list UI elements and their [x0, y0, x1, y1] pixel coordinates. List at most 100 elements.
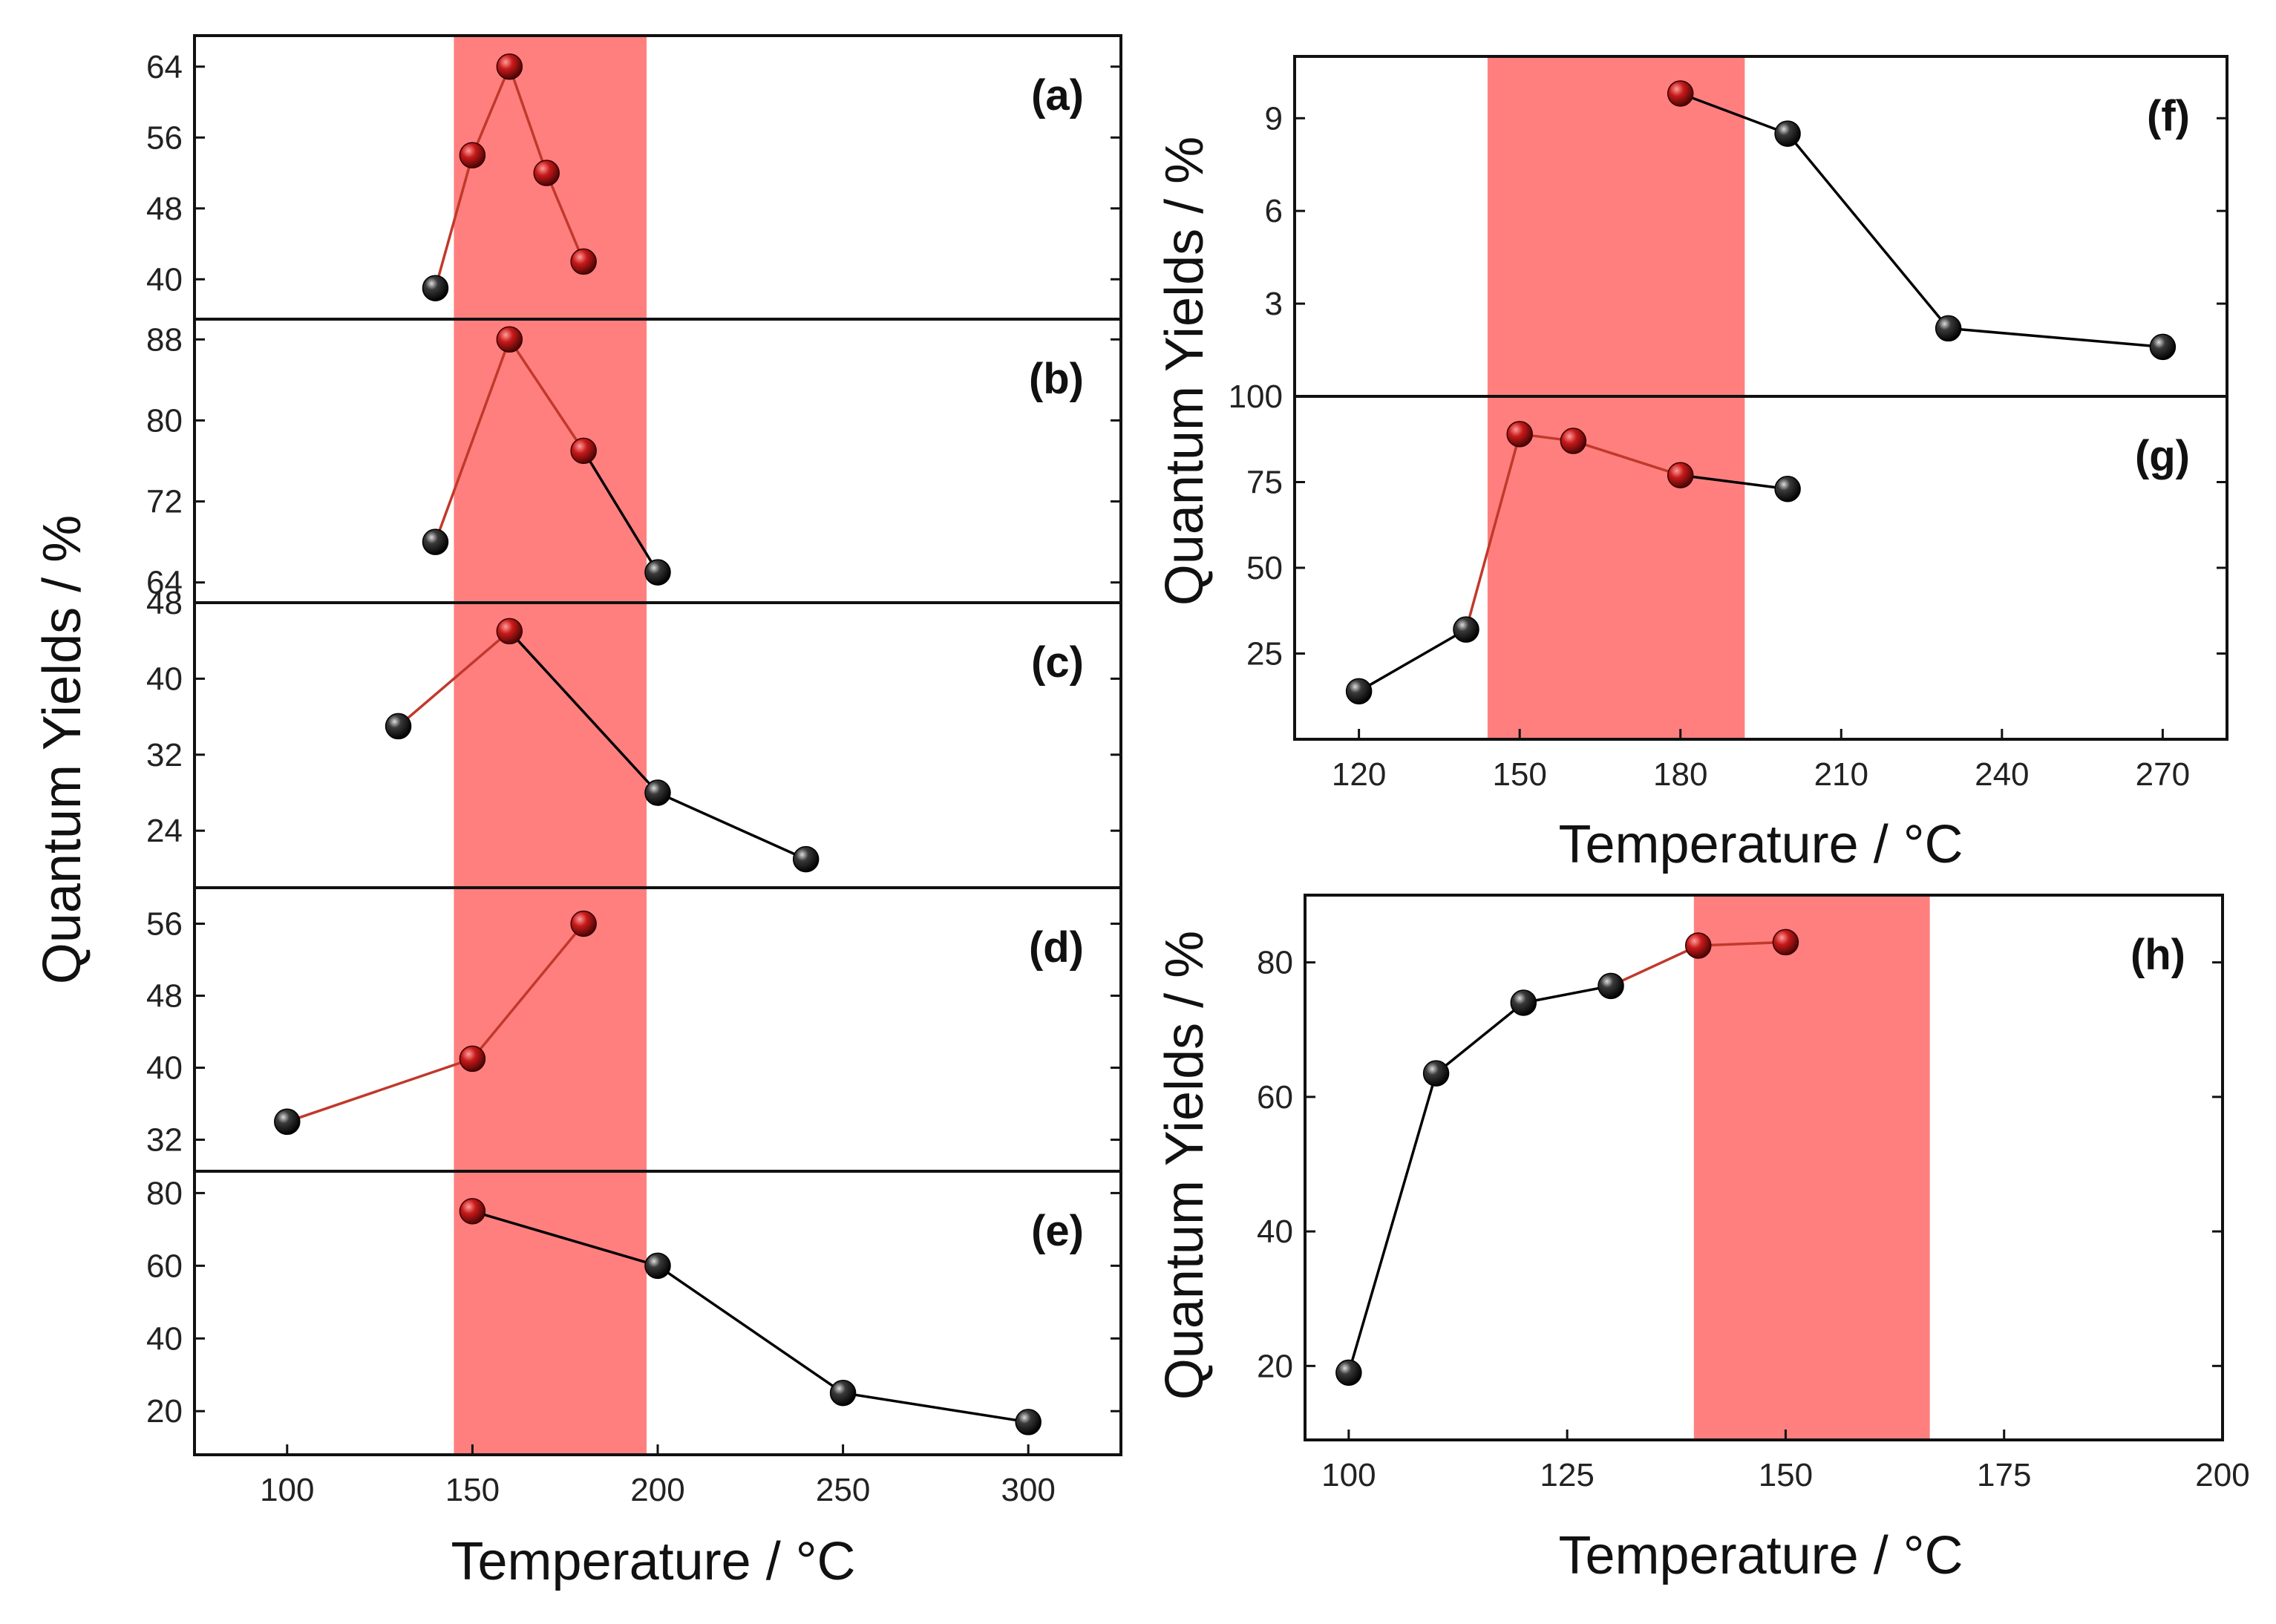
y-tick-label-c: 24	[146, 813, 183, 849]
data-point-g	[1506, 421, 1533, 448]
right-bottom-y-axis-title: Quantum Yields / %	[1155, 931, 1214, 1400]
x-tick-label-g: 240	[1975, 756, 2029, 793]
y-tick-label-b: 88	[146, 321, 183, 358]
data-point-c	[385, 713, 412, 740]
data-point-c	[496, 618, 523, 645]
panel-d: 32 40 48 56 (d)	[146, 886, 1122, 1173]
y-tick-label-e: 60	[146, 1248, 183, 1284]
highlight-band-h	[1693, 895, 1930, 1440]
series-segment-f	[1786, 132, 1949, 330]
x-tick-label-e: 250	[816, 1472, 870, 1508]
panel-b: 64 72 80 88 (b)	[146, 318, 1122, 604]
data-point-h	[1598, 972, 1624, 1000]
data-point-d	[274, 1108, 301, 1136]
highlight-band-e	[454, 1171, 647, 1455]
data-point-h	[1510, 989, 1537, 1016]
x-tick-label-h: 175	[1977, 1457, 2031, 1493]
panel-label-a: (a)	[1031, 71, 1084, 119]
panel-f: 3 6 9 (f)	[1265, 55, 2228, 398]
series-segment-b	[508, 338, 585, 452]
y-tick-label-b: 72	[146, 484, 183, 520]
x-tick-label-g: 180	[1653, 756, 1707, 793]
data-point-b	[422, 528, 449, 555]
data-point-h	[1684, 932, 1712, 959]
highlight-band-c	[454, 603, 647, 888]
series-segment-b	[582, 450, 659, 573]
series-segment-b	[434, 338, 511, 543]
panel-h: 20 40 60 80 100 125 150 175 200 (h)	[1257, 894, 2250, 1493]
series-segment-e	[471, 1210, 658, 1268]
series-segment-g	[1358, 628, 1467, 693]
panel-label-h: (h)	[2131, 931, 2185, 979]
data-point-g	[1453, 616, 1479, 643]
data-point-h	[1422, 1060, 1450, 1087]
y-tick-label-a: 56	[146, 119, 183, 156]
panel-label-b: (b)	[1029, 355, 1084, 403]
data-point-d	[459, 1045, 486, 1073]
data-point-c	[792, 845, 820, 873]
series-segment-h	[1435, 1001, 1525, 1075]
y-tick-label-a: 40	[146, 261, 183, 298]
panel-label-e: (e)	[1031, 1207, 1084, 1255]
y-tick-label-d: 40	[146, 1050, 183, 1087]
y-tick-label-d: 56	[146, 906, 183, 943]
highlight-band-f	[1487, 56, 1745, 396]
series-segment-d	[471, 923, 585, 1060]
series-segment-h	[1347, 1073, 1438, 1373]
series-segment-c	[508, 630, 659, 794]
series-segment-a	[434, 154, 474, 289]
plot-frame-g	[1293, 395, 2228, 741]
y-tick-label-h: 20	[1257, 1348, 1293, 1384]
y-tick-label-a: 48	[146, 191, 183, 227]
data-point-a	[533, 160, 560, 186]
data-point-a	[459, 142, 486, 168]
data-point-h	[1772, 929, 1799, 956]
y-tick-label-d: 32	[146, 1122, 183, 1159]
x-tick-label-h: 125	[1540, 1457, 1594, 1493]
series-segment-a	[545, 172, 585, 263]
panel-e: 20 40 60 80 100 150 200 250 300 (e)	[146, 1170, 1122, 1508]
y-tick-label-c: 48	[146, 585, 183, 621]
series-segment-g	[1572, 439, 1681, 477]
series-segment-f	[1948, 327, 2163, 349]
x-tick-label-e: 300	[1001, 1472, 1055, 1508]
right-top-y-axis-title: Quantum Yields / %	[1155, 137, 1214, 606]
panel-c: 24 32 40 48 (c)	[146, 585, 1122, 889]
data-point-g	[1774, 475, 1801, 502]
y-tick-label-h: 40	[1257, 1214, 1293, 1250]
panel-a: 40 48 56 64 (a)	[146, 34, 1122, 321]
series-segment-e	[843, 1392, 1029, 1424]
series-segment-a	[508, 66, 548, 174]
x-tick-label-e: 100	[260, 1472, 314, 1508]
plot-frame-a	[193, 34, 1122, 321]
data-point-c	[644, 779, 671, 806]
data-point-g	[1667, 462, 1694, 489]
series-segment-h	[1523, 984, 1612, 1004]
y-tick-label-b: 64	[146, 565, 183, 601]
axis-titles: Quantum Yields / % Temperature / °C Quan…	[33, 137, 1963, 1591]
y-tick-label-e: 20	[146, 1393, 183, 1430]
series-segment-a	[471, 66, 511, 156]
y-tick-label-g: 75	[1246, 465, 1283, 501]
data-point-e	[644, 1252, 671, 1280]
y-tick-label-g: 100	[1229, 379, 1283, 415]
data-point-e	[1015, 1409, 1041, 1435]
y-tick-label-h: 60	[1257, 1079, 1293, 1116]
highlight-band-b	[454, 319, 647, 603]
y-tick-label-d: 48	[146, 978, 183, 1015]
y-tick-label-f: 6	[1265, 193, 1283, 229]
y-tick-label-b: 80	[146, 402, 183, 439]
plot-frame-d	[193, 886, 1122, 1173]
data-point-e	[459, 1198, 486, 1225]
data-point-g	[1560, 428, 1587, 454]
series-segment-f	[1680, 92, 1788, 135]
series-segment-g	[1465, 433, 1521, 630]
x-tick-label-e: 150	[445, 1472, 500, 1508]
series-segment-g	[1680, 474, 1788, 491]
left-y-axis-title: Quantum Yields / %	[33, 515, 92, 984]
highlight-band-d	[454, 888, 647, 1171]
y-tick-label-c: 40	[146, 661, 183, 697]
data-point-h	[1335, 1359, 1362, 1386]
data-point-f	[1935, 315, 1962, 342]
x-tick-label-h: 200	[2195, 1457, 2249, 1493]
